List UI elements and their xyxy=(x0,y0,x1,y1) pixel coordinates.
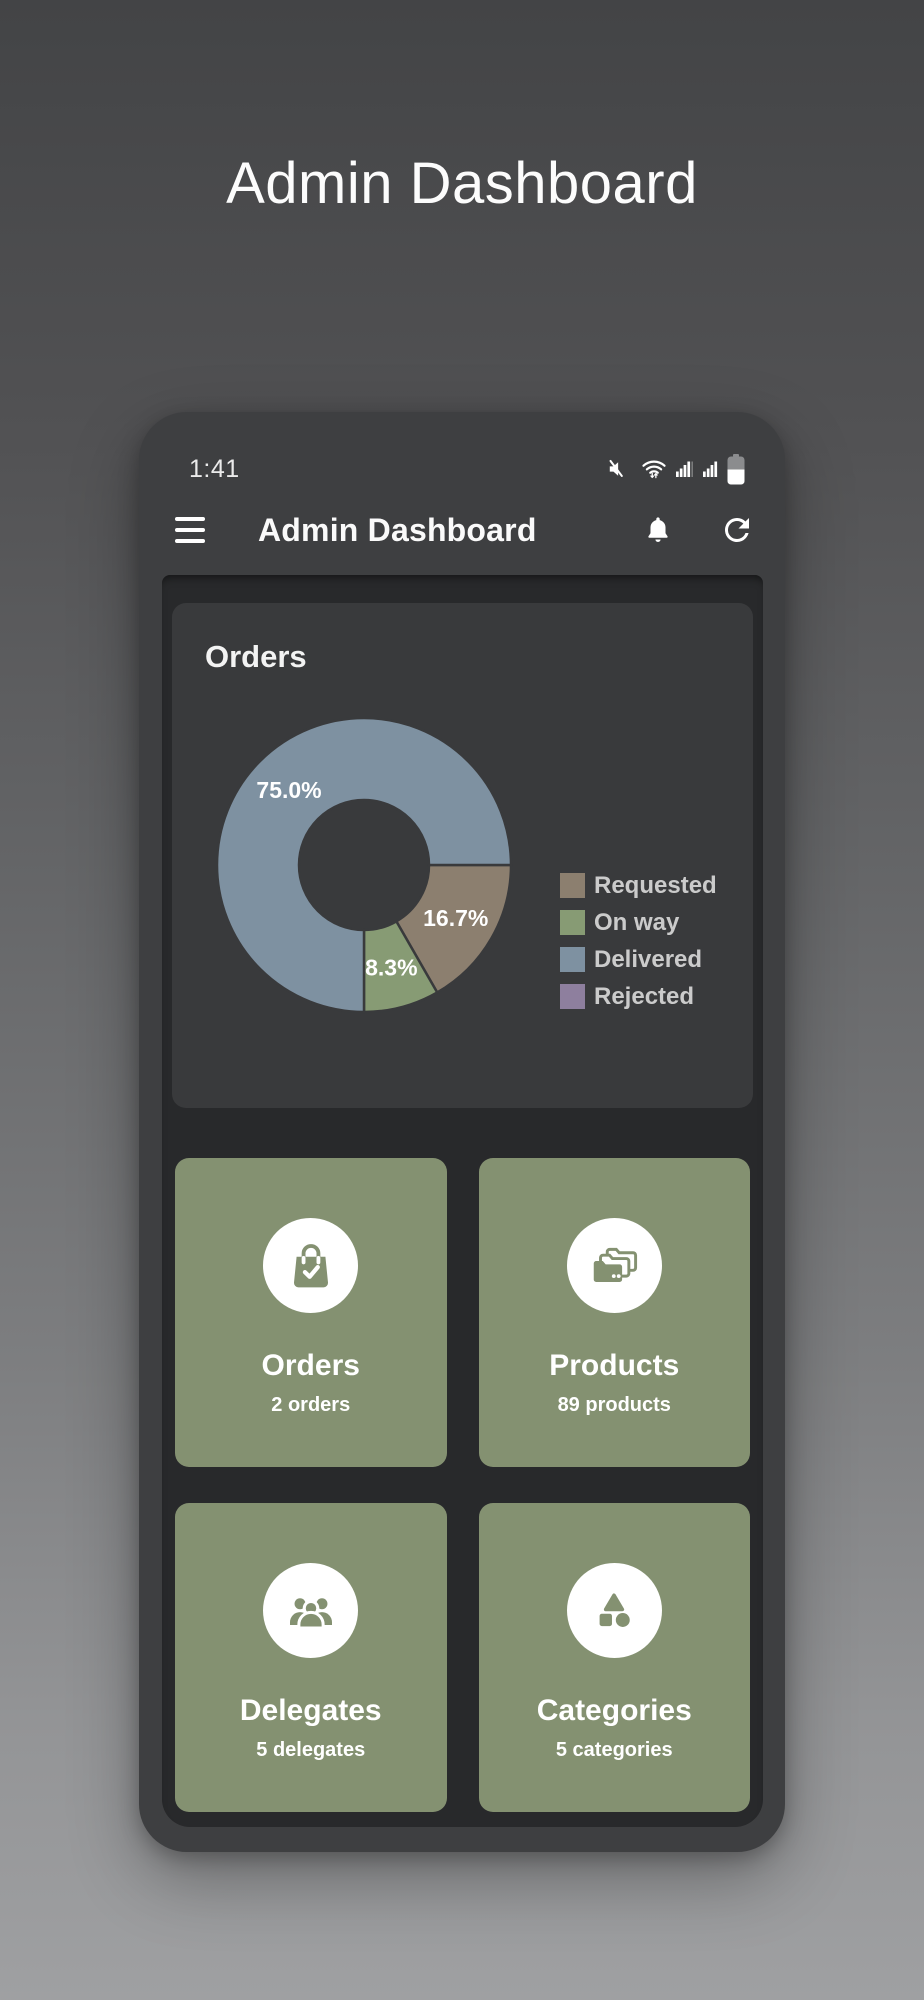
shopping-bag-check-icon xyxy=(284,1239,338,1293)
refresh-icon xyxy=(719,512,755,548)
chart-legend: Requested On way Delivered Rejected xyxy=(560,867,717,1015)
legend-swatch xyxy=(560,910,585,935)
tile-orders-label: Orders xyxy=(261,1349,360,1382)
wifi-icon xyxy=(640,455,668,483)
legend-label: On way xyxy=(594,908,680,936)
battery-icon xyxy=(727,453,745,485)
tile-delegates-sublabel: 5 delegates xyxy=(256,1739,366,1761)
status-time: 1:41 xyxy=(189,454,240,483)
people-group-icon xyxy=(283,1583,339,1639)
shapes-icon xyxy=(587,1584,641,1638)
legend-item-requested: Requested xyxy=(560,867,717,904)
legend-swatch xyxy=(560,947,585,972)
tile-delegates-label: Delegates xyxy=(239,1694,382,1727)
app-bar: Admin Dashboard xyxy=(175,504,755,556)
legend-label: Delivered xyxy=(594,945,703,973)
page-title: Admin Dashboard xyxy=(226,151,698,216)
menu-button[interactable] xyxy=(175,517,205,543)
legend-swatch xyxy=(560,873,585,898)
tile-products[interactable]: Products 89 products xyxy=(478,1158,750,1467)
signal-icon-2 xyxy=(703,461,719,477)
status-icons xyxy=(606,453,745,485)
app-bar-title: Admin Dashboard xyxy=(258,511,537,548)
volume-mute-icon xyxy=(606,456,632,482)
folders-stack-icon xyxy=(587,1239,641,1293)
legend-label: Requested xyxy=(594,871,717,899)
dashboard-tiles: Orders 2 orders xyxy=(175,1158,750,1812)
tile-categories-sublabel: 5 categories xyxy=(555,1739,673,1761)
legend-item-on-way: On way xyxy=(560,904,717,941)
legend-item-delivered: Delivered xyxy=(560,941,717,978)
legend-item-rejected: Rejected xyxy=(560,978,717,1015)
pie-slice-requested xyxy=(395,863,513,994)
screen-content: Orders 16.7% 8.3% 75.0% Requested On way Del… xyxy=(162,575,763,1827)
pie-slice-label: 75.0% xyxy=(256,777,321,803)
bell-icon xyxy=(641,513,675,547)
orders-chart-card: Orders 16.7% 8.3% 75.0% Requested On way Del… xyxy=(172,603,753,1108)
pie-slice-label: 8.3% xyxy=(365,954,417,980)
legend-swatch xyxy=(560,984,585,1009)
status-bar: 1:41 xyxy=(189,452,745,486)
notifications-button[interactable] xyxy=(641,513,675,547)
tile-delegates[interactable]: Delegates 5 delegates xyxy=(175,1503,447,1812)
tile-categories-label: Categories xyxy=(536,1694,692,1727)
tile-categories[interactable]: Categories 5 categories xyxy=(478,1503,750,1812)
tile-products-label: Products xyxy=(549,1349,680,1382)
tile-products-sublabel: 89 products xyxy=(557,1394,671,1416)
phone-frame: 1:41 xyxy=(139,412,785,1852)
refresh-button[interactable] xyxy=(719,512,755,548)
orders-card-title: Orders xyxy=(205,639,307,674)
orders-donut-chart: 16.7%8.3% 75.0% xyxy=(215,716,513,1014)
pie-slice-delivered xyxy=(215,716,513,1014)
pie-slice-label: 16.7% xyxy=(423,905,488,931)
legend-label: Rejected xyxy=(594,982,695,1010)
hamburger-icon xyxy=(175,517,205,521)
tile-orders[interactable]: Orders 2 orders xyxy=(175,1158,447,1467)
signal-icon-1 xyxy=(676,461,695,477)
donut-wrap: 16.7% 8.3% 75.0% xyxy=(214,715,514,1015)
tile-orders-sublabel: 2 orders xyxy=(271,1394,351,1416)
